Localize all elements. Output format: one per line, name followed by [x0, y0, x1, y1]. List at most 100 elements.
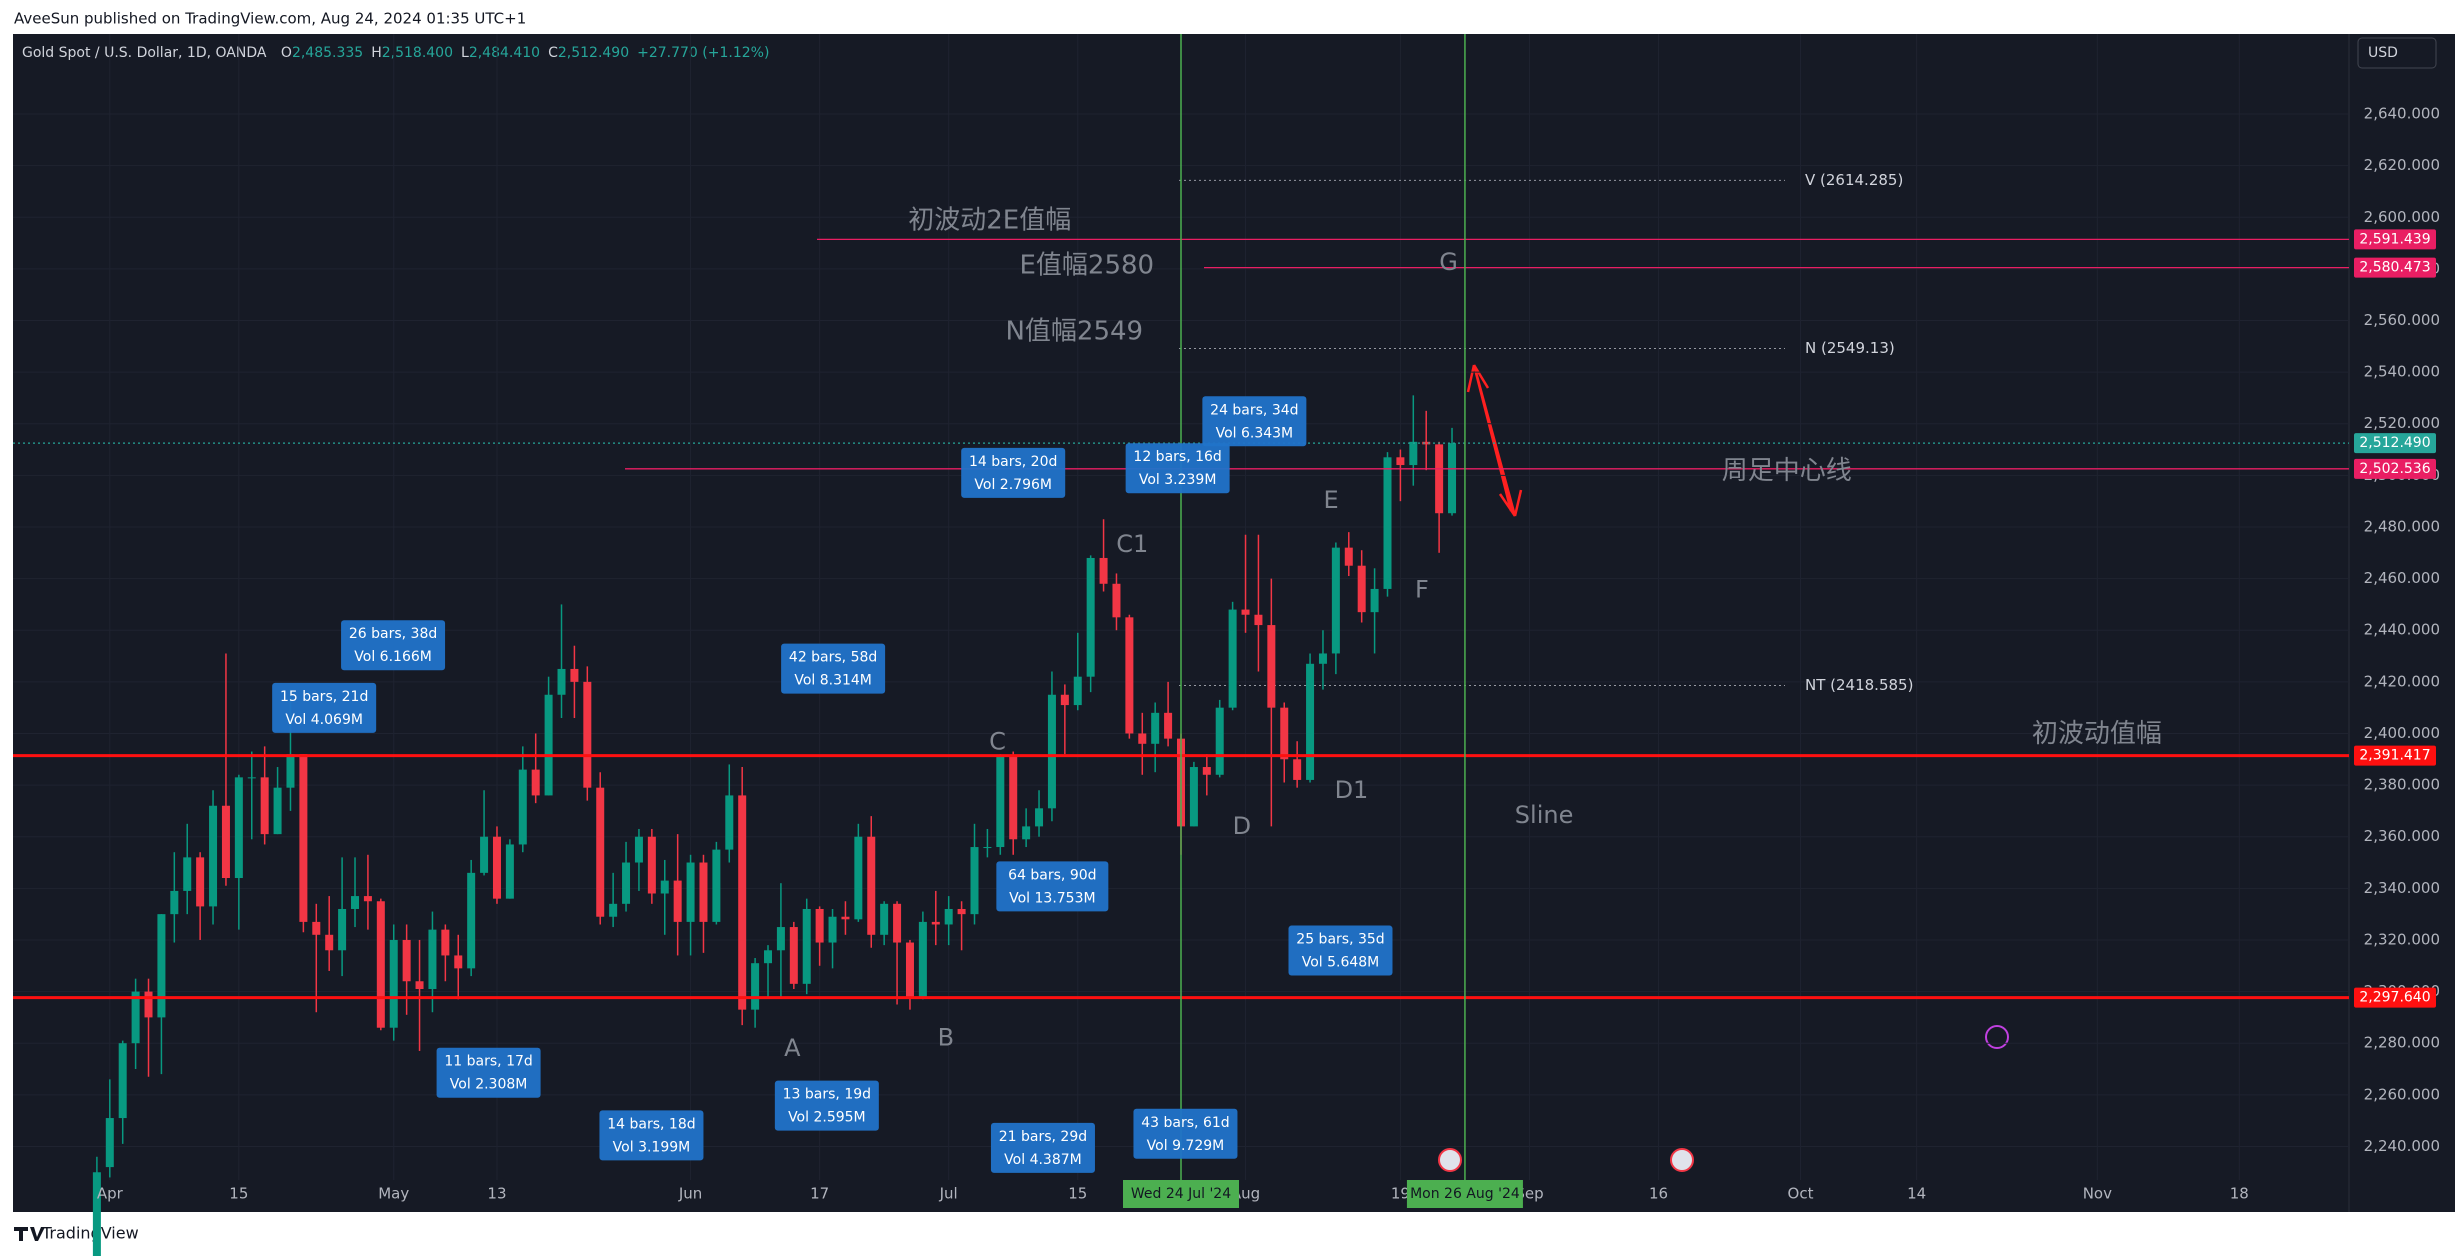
- ohlc-key: H: [371, 45, 382, 61]
- ohlc-value: 2,512.490: [558, 45, 629, 61]
- price-label: 2,502.536: [2359, 461, 2430, 477]
- annotation: Sline: [1515, 801, 1574, 829]
- candle-body: [1125, 617, 1134, 734]
- candle-body: [1396, 457, 1405, 466]
- x-tick-label: 18: [2230, 1185, 2249, 1203]
- candle-body: [1086, 557, 1095, 677]
- event-flag[interactable]: [1438, 1148, 1462, 1172]
- y-tick-label: 2,560.000: [2364, 311, 2440, 329]
- candle-body: [118, 1043, 127, 1119]
- candle-body: [441, 929, 450, 956]
- candle-body: [738, 795, 747, 1010]
- y-tick-label: 2,320.000: [2364, 930, 2440, 948]
- date-marker-label: Wed 24 Jul '24: [1131, 1186, 1231, 1202]
- candle-body: [234, 777, 243, 879]
- candle-body: [609, 903, 618, 917]
- measure-bars: 14 bars, 18d: [607, 1116, 695, 1132]
- currency-button[interactable]: [2357, 37, 2437, 69]
- measure-bars: 24 bars, 34d: [1210, 402, 1298, 418]
- ohlc-key: C: [548, 45, 558, 61]
- candle-body: [1344, 547, 1353, 566]
- candle-body: [854, 836, 863, 920]
- price-label-bg: [2354, 745, 2436, 766]
- candle-body: [351, 896, 360, 909]
- candle-body: [467, 872, 476, 969]
- candle-body: [1202, 767, 1211, 775]
- y-tick-label: 2,640.000: [2364, 105, 2440, 123]
- candle-body: [918, 921, 927, 997]
- candle-body: [1047, 694, 1056, 809]
- candle-body: [1151, 712, 1160, 744]
- currency[interactable]: USD: [2368, 45, 2398, 61]
- annotation: D1: [1335, 776, 1369, 804]
- candle-body: [1280, 707, 1289, 760]
- annotation: E: [1324, 486, 1339, 514]
- footer-logo: [14, 1227, 45, 1241]
- candle-body: [751, 963, 760, 1010]
- candle-body: [583, 681, 592, 788]
- y-tick-label: 2,620.000: [2364, 156, 2440, 174]
- candle-body: [1099, 557, 1108, 584]
- candle-body: [131, 991, 140, 1044]
- measure-bars: 26 bars, 38d: [349, 626, 437, 642]
- candle-body: [492, 836, 501, 899]
- candle-body: [931, 921, 940, 925]
- level-label: NT (2418.585): [1805, 676, 1913, 694]
- annotation: G: [1439, 248, 1458, 276]
- price-label-bg: [2354, 257, 2436, 278]
- candle-body: [802, 908, 811, 984]
- candle-body: [660, 880, 669, 894]
- x-tick-label: 17: [810, 1185, 829, 1203]
- y-tick-label: 2,260.000: [2364, 1085, 2440, 1103]
- candle-body: [92, 1172, 101, 1256]
- candle-body: [867, 836, 876, 935]
- price-label: 2,297.640: [2359, 990, 2430, 1006]
- annotation: D: [1233, 812, 1251, 840]
- level-label: N (2549.13): [1805, 339, 1895, 357]
- candle-body: [170, 890, 179, 915]
- x-tick-label: Apr: [97, 1185, 124, 1203]
- x-tick-label: 13: [487, 1185, 506, 1203]
- candle-body: [1241, 609, 1250, 615]
- candle-body: [273, 787, 282, 835]
- annotation: C1: [1116, 530, 1148, 558]
- x-tick-label: Jun: [678, 1185, 702, 1203]
- candle-body: [299, 754, 308, 922]
- candle-body: [1435, 444, 1444, 514]
- y-tick-label: 2,240.000: [2364, 1137, 2440, 1155]
- candle-body: [183, 857, 192, 891]
- event-icon[interactable]: [1985, 1025, 2009, 1049]
- candle-body: [673, 880, 682, 922]
- ohlc-key: O: [281, 45, 292, 61]
- date-marker-bg: [1406, 1180, 1523, 1208]
- candle-body: [1073, 676, 1082, 706]
- candle-body: [1318, 653, 1327, 664]
- candle-body: [1138, 733, 1147, 744]
- candle-body: [815, 908, 824, 943]
- candle-body: [1370, 588, 1379, 613]
- candle-body: [505, 844, 514, 899]
- candle-body: [789, 927, 798, 984]
- annotation: B: [938, 1023, 954, 1051]
- event-flag[interactable]: [1670, 1148, 1694, 1172]
- candle-body: [1306, 663, 1315, 780]
- measure-vol: Vol 2.308M: [450, 1077, 528, 1093]
- x-tick-label: Nov: [2083, 1185, 2112, 1203]
- measure-vol: Vol 6.166M: [354, 649, 432, 665]
- measure-bars: 11 bars, 17d: [444, 1054, 532, 1070]
- candle-body: [725, 795, 734, 850]
- measure-box: [341, 620, 446, 671]
- price-label-bg: [2354, 987, 2436, 1008]
- candle-body: [944, 908, 953, 925]
- x-tick-label: 16: [1649, 1185, 1668, 1203]
- date-marker-bg: [1123, 1180, 1239, 1208]
- candle-body: [1409, 441, 1418, 466]
- candle-body: [209, 805, 218, 907]
- candle-body: [363, 896, 372, 902]
- measure-vol: Vol 13.753M: [1009, 890, 1095, 906]
- measure-box: [1125, 443, 1230, 494]
- measure-vol: Vol 2.796M: [974, 477, 1052, 493]
- candle-body: [1293, 759, 1302, 780]
- candle-body: [1331, 547, 1340, 654]
